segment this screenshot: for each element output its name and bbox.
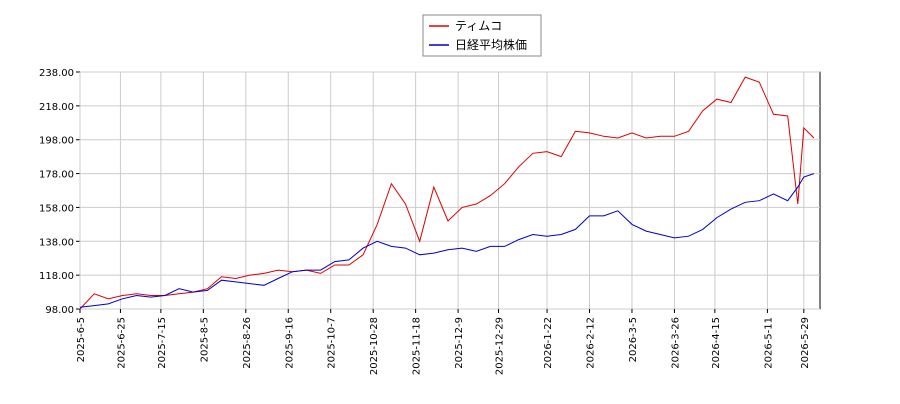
legend-box [422, 14, 542, 57]
x-tick-label: 2025-6-5 [76, 317, 87, 362]
y-tick-label: 218.00 [39, 102, 74, 113]
x-tick-label: 2025-8-5 [199, 317, 210, 362]
plot-frame [79, 71, 821, 310]
x-tick-label: 2025-10-28 [369, 317, 380, 375]
y-tick-label: 198.00 [39, 136, 74, 147]
legend-label: ティムコ [455, 19, 502, 33]
x-tick-label: 2025-7-15 [157, 317, 168, 369]
x-tick-label: 2026-1-22 [543, 317, 554, 369]
x-tick-label: 2025-8-26 [242, 317, 253, 369]
x-tick-label: 2025-11-18 [412, 317, 423, 375]
x-tick-label: 2026-3-5 [628, 317, 639, 362]
x-tick-label: 2026-4-15 [711, 317, 722, 369]
x-tick-label: 2025-6-25 [116, 317, 127, 369]
x-tick-label: 2025-9-16 [284, 317, 295, 369]
x-tick-label: 2025-12-9 [454, 317, 465, 369]
legend-label: 日経平均株価 [455, 37, 527, 52]
x-tick-label: 2026-5-29 [800, 317, 811, 369]
y-tick-label: 178.00 [39, 170, 74, 181]
series-line [79, 76, 815, 310]
x-tick-label: 2025-10-7 [327, 317, 338, 369]
y-tick-label: 138.00 [39, 237, 74, 248]
y-tick-label: 118.00 [39, 271, 74, 282]
x-tick-label: 2026-5-11 [763, 317, 774, 369]
y-tick-label: 98.00 [45, 305, 74, 316]
x-tick-label: 2025-12-29 [495, 317, 506, 375]
y-tick-label: 158.00 [39, 203, 74, 214]
x-tick-label: 2026-2-12 [586, 317, 597, 369]
series-line [79, 173, 815, 308]
y-tick-label: 238.00 [39, 68, 74, 79]
x-tick-label: 2026-3-26 [670, 317, 681, 369]
